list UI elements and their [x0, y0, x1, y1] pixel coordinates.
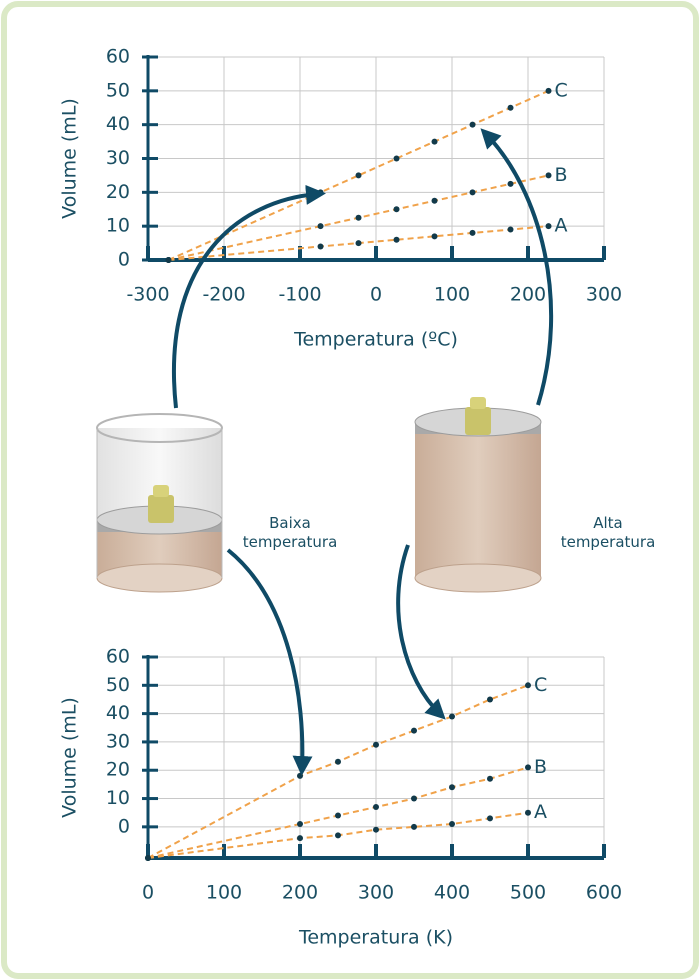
data-point [373, 827, 379, 833]
cylinder-low [97, 414, 222, 592]
y-tick-label: 60 [106, 46, 130, 68]
data-point [394, 206, 400, 212]
data-point [356, 215, 362, 221]
x-tick-label: 500 [510, 882, 546, 904]
y-tick-label: 50 [106, 674, 130, 696]
y-tick-label: 30 [106, 147, 130, 169]
caption-high: Alta temperatura [548, 514, 668, 552]
data-point [449, 821, 455, 827]
data-point [525, 682, 531, 688]
data-point [487, 696, 493, 702]
x-tick-label: 100 [434, 284, 470, 306]
data-point [318, 243, 324, 249]
data-point [432, 233, 438, 239]
data-point [297, 773, 303, 779]
data-point [487, 815, 493, 821]
y-axis-title: Volume (mL) [59, 697, 81, 818]
data-point [525, 764, 531, 770]
x-tick-label: 300 [358, 882, 394, 904]
y-axis-title: Volume (mL) [59, 98, 81, 219]
x-tick-label: 0 [142, 882, 154, 904]
series-label: A [555, 215, 568, 237]
x-tick-label: 400 [434, 882, 470, 904]
y-tick-label: 50 [106, 79, 130, 101]
data-point [166, 257, 172, 263]
x-tick-label: 200 [510, 284, 546, 306]
data-point [394, 156, 400, 162]
data-point [546, 223, 552, 229]
x-tick-label: 200 [282, 882, 318, 904]
data-point [525, 810, 531, 816]
data-point [411, 728, 417, 734]
y-tick-label: 30 [106, 730, 130, 752]
series-label: C [555, 79, 568, 101]
data-point [546, 88, 552, 94]
y-tick-label: 0 [118, 249, 130, 271]
data-point [470, 230, 476, 236]
x-tick-label: 300 [586, 284, 622, 306]
y-tick-label: 20 [106, 759, 130, 781]
data-point [373, 804, 379, 810]
data-point [432, 139, 438, 145]
y-tick-label: 10 [106, 215, 130, 237]
data-point [318, 223, 324, 229]
x-axis-title: Temperatura (ºC) [293, 329, 458, 351]
data-point [487, 776, 493, 782]
page: -300-200-10001002003000102030405060Tempe… [0, 0, 700, 980]
y-tick-label: 10 [106, 787, 130, 809]
cylinder-high [415, 397, 541, 592]
data-point [508, 105, 514, 111]
x-tick-label: 0 [370, 284, 382, 306]
data-point [297, 821, 303, 827]
data-point [411, 824, 417, 830]
data-point [145, 855, 151, 861]
data-point [356, 172, 362, 178]
data-point [508, 181, 514, 187]
series-label: A [534, 801, 547, 823]
data-point [318, 189, 324, 195]
data-point [411, 796, 417, 802]
series-label: B [555, 164, 568, 186]
data-point [432, 198, 438, 204]
data-point [546, 172, 552, 178]
series-label: B [534, 756, 547, 778]
data-point [449, 784, 455, 790]
data-point [394, 237, 400, 243]
y-tick-label: 40 [106, 113, 130, 135]
data-point [373, 742, 379, 748]
y-tick-label: 40 [106, 702, 130, 724]
x-tick-label: 100 [206, 882, 242, 904]
caption-low: Baixa temperatura [230, 514, 350, 552]
y-tick-label: 20 [106, 181, 130, 203]
figure: -300-200-10001002003000102030405060Tempe… [0, 0, 700, 980]
y-tick-label: 60 [106, 646, 130, 668]
data-point [335, 813, 341, 819]
x-tick-label: -300 [126, 284, 169, 306]
x-tick-label: -100 [278, 284, 321, 306]
data-point [470, 122, 476, 128]
data-point [356, 240, 362, 246]
x-tick-label: 600 [586, 882, 622, 904]
y-tick-label: 0 [118, 815, 130, 837]
data-point [470, 189, 476, 195]
data-point [335, 832, 341, 838]
data-point [508, 227, 514, 233]
data-point [449, 713, 455, 719]
x-axis-title: Temperatura (K) [298, 927, 453, 949]
data-point [297, 835, 303, 841]
series-label: C [534, 674, 547, 696]
data-point [335, 759, 341, 765]
x-tick-label: -200 [202, 284, 245, 306]
